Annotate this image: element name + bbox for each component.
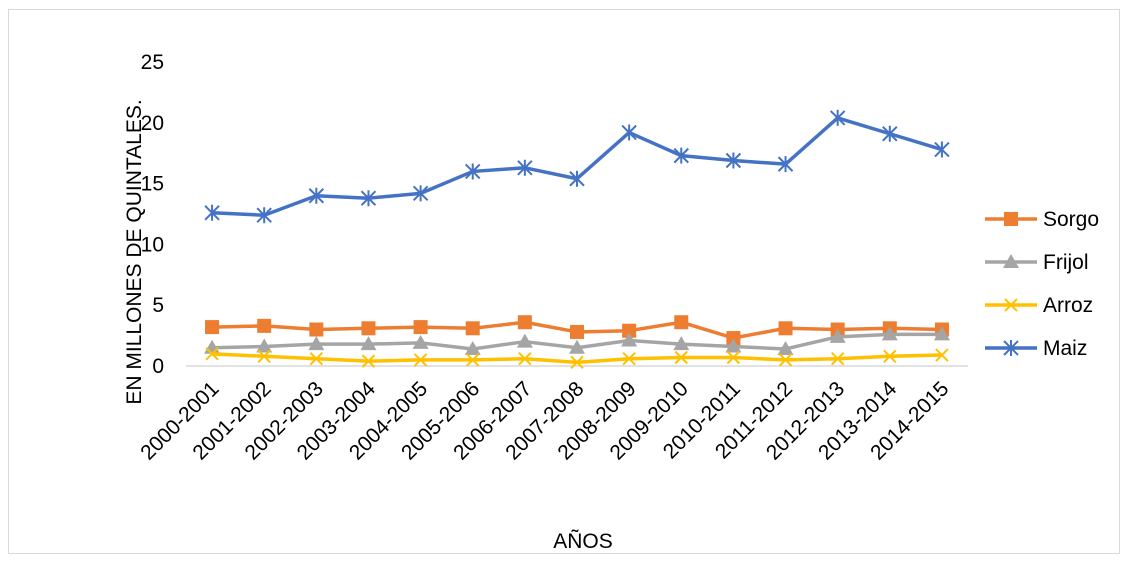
plot-area — [204, 109, 950, 370]
chart-frame — [8, 9, 1120, 554]
legend-item-maiz: Maiz — [985, 337, 1087, 360]
data-point — [621, 124, 637, 141]
data-point — [725, 152, 742, 169]
y-tick-label: 15 — [141, 173, 164, 196]
data-point — [517, 159, 533, 176]
y-axis: 0 5 10 15 20 25 — [141, 51, 164, 378]
data-point — [829, 109, 846, 126]
series-maiz — [204, 109, 950, 224]
legend-label: Maiz — [1043, 337, 1087, 360]
data-point — [465, 321, 480, 336]
legend: Sorgo Frijol Arroz Maiz — [985, 208, 1099, 360]
data-point — [881, 326, 898, 341]
data-point — [257, 318, 272, 333]
data-point — [361, 354, 376, 368]
data-point — [413, 320, 428, 335]
data-point — [726, 331, 741, 346]
data-point — [464, 340, 481, 355]
legend-label: Frijol — [1043, 251, 1089, 274]
data-point — [622, 351, 636, 366]
data-point — [777, 156, 794, 173]
y-axis-title: EN MILLONES DE QUINTALES. — [123, 99, 146, 404]
data-point — [516, 333, 533, 348]
legend-item-sorgo: Sorgo — [985, 208, 1099, 231]
data-point — [518, 351, 532, 366]
data-point — [621, 332, 638, 347]
data-point — [361, 321, 376, 336]
data-point — [205, 320, 220, 335]
data-point — [883, 349, 897, 363]
x-axis-title: AÑOS — [553, 529, 613, 553]
data-point — [1003, 254, 1019, 268]
data-point — [829, 328, 846, 343]
data-point — [777, 340, 794, 355]
data-point — [569, 170, 585, 187]
data-point — [308, 336, 325, 351]
data-point — [778, 353, 793, 367]
data-point — [466, 353, 480, 367]
data-point — [726, 350, 741, 365]
legend-item-arroz: Arroz — [985, 294, 1093, 317]
x-axis: 2000-20012001-20022002-20032003-20042004… — [136, 365, 968, 465]
data-point — [1003, 340, 1019, 356]
data-point — [412, 185, 429, 202]
data-point — [360, 190, 377, 207]
y-tick-label: 5 — [152, 294, 164, 317]
data-point — [830, 351, 845, 366]
data-point — [1004, 298, 1018, 312]
series-arroz — [205, 347, 949, 370]
data-point — [674, 315, 689, 330]
data-point — [725, 338, 742, 353]
data-point — [935, 348, 949, 362]
data-point — [360, 336, 377, 351]
data-point — [205, 347, 219, 361]
y-tick-label: 0 — [152, 355, 164, 378]
data-point — [256, 338, 273, 353]
y-tick-label: 20 — [141, 112, 164, 135]
data-point — [778, 321, 793, 336]
data-point — [309, 351, 324, 366]
data-point — [309, 322, 324, 337]
legend-label: Sorgo — [1043, 208, 1099, 231]
legend-label: Arroz — [1043, 294, 1093, 317]
data-point — [622, 323, 637, 338]
data-point — [517, 315, 532, 330]
data-point — [934, 141, 950, 158]
data-point — [1004, 212, 1018, 226]
data-point — [569, 339, 585, 354]
series-sorgo — [205, 315, 949, 346]
data-point — [933, 326, 950, 341]
data-point — [570, 324, 584, 339]
y-tick-label: 10 — [141, 233, 164, 256]
data-point — [673, 336, 690, 351]
data-point — [673, 147, 689, 164]
data-point — [413, 353, 428, 367]
data-point — [256, 207, 272, 224]
legend-item-frijol: Frijol — [985, 251, 1089, 274]
data-point — [412, 334, 429, 349]
data-point — [308, 187, 325, 204]
y-tick-label: 25 — [141, 51, 164, 74]
data-point — [882, 125, 898, 142]
data-point — [257, 349, 271, 363]
data-point — [465, 163, 481, 180]
data-point — [204, 204, 220, 221]
data-point — [674, 350, 688, 365]
data-point — [570, 355, 584, 370]
